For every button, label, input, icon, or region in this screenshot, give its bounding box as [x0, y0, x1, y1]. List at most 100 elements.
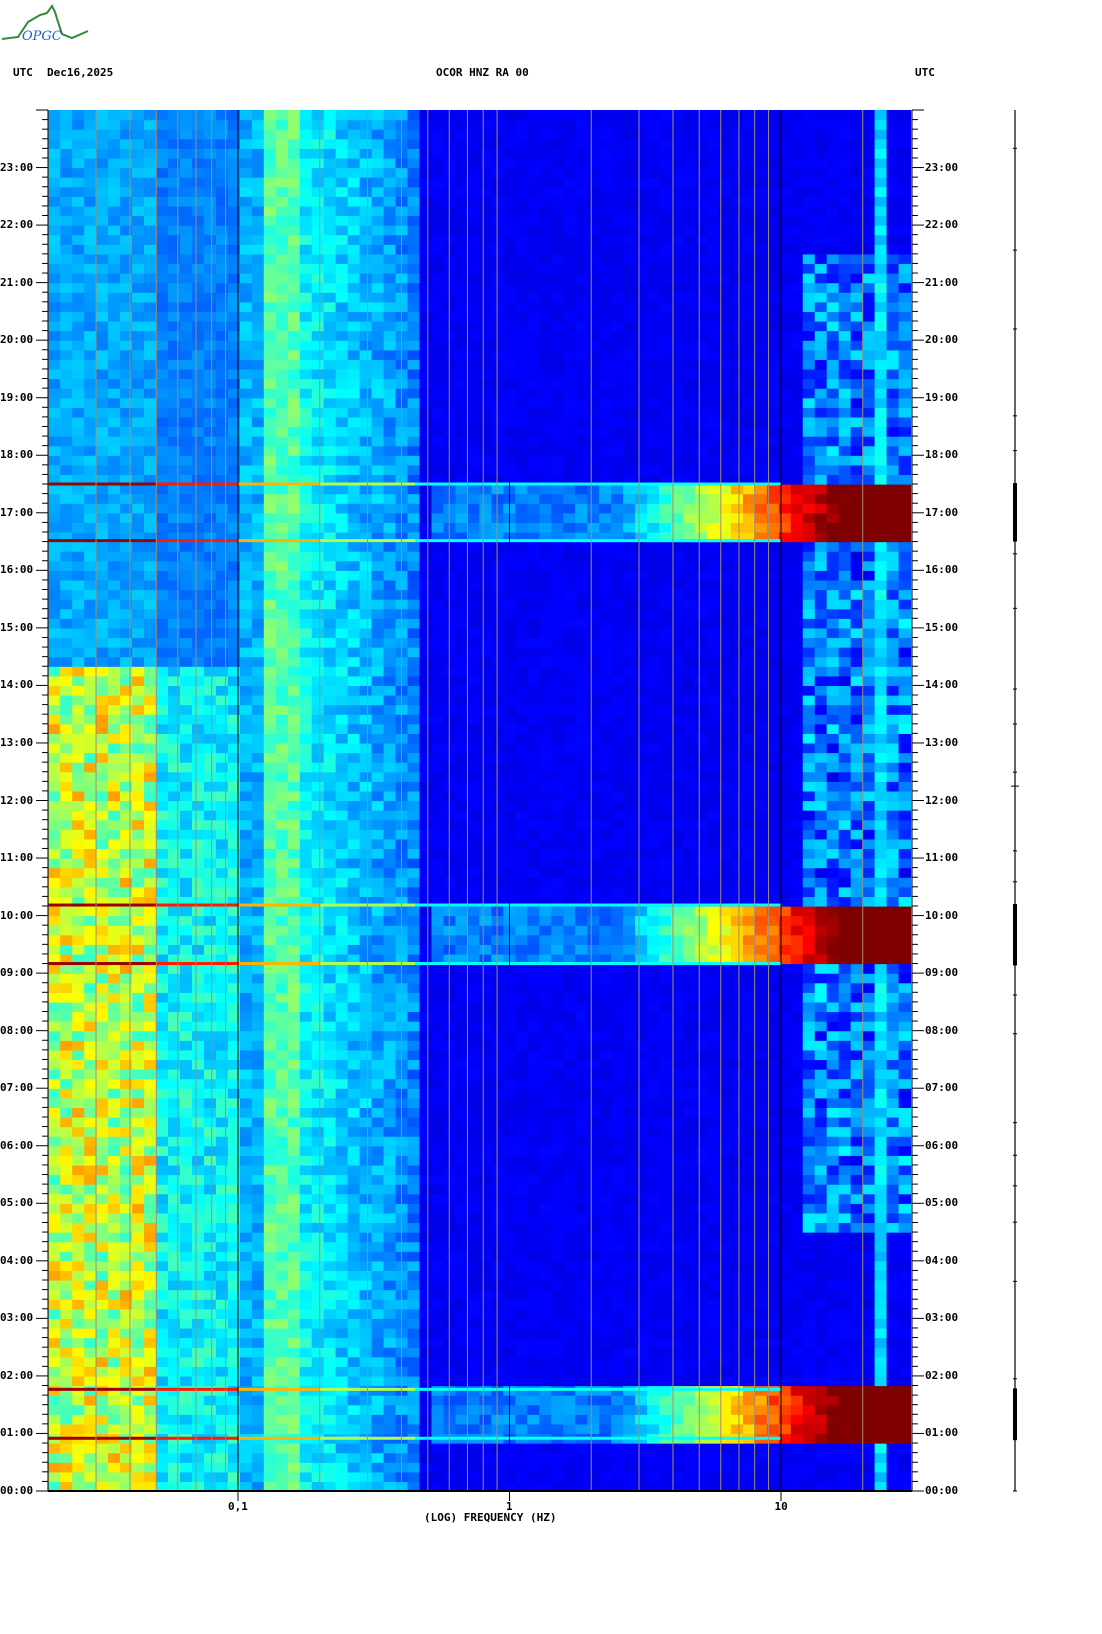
spectrogram-cell	[132, 1001, 145, 1013]
spectrogram-cell	[467, 982, 480, 993]
spectrogram-cell	[251, 877, 265, 888]
spectrogram-cell	[48, 1136, 61, 1147]
spectrogram-cell	[323, 1164, 337, 1176]
spectrogram-cell	[419, 858, 433, 869]
spectrogram-cell	[275, 1030, 289, 1041]
spectrogram-cell	[862, 1452, 876, 1463]
spectrogram-cell	[383, 1260, 397, 1272]
spectrogram-cell	[179, 1203, 193, 1214]
spectrogram-cell	[407, 925, 421, 936]
spectrogram-cell	[479, 1337, 492, 1348]
spectrogram-cell	[814, 1260, 828, 1272]
spectrogram-cell	[120, 1078, 133, 1089]
spectrogram-cell	[287, 1021, 301, 1032]
spectrogram-cell	[886, 1107, 900, 1118]
spectrogram-cell	[754, 829, 768, 840]
spectrogram-cell	[515, 1107, 528, 1118]
spectrogram-cell	[706, 1097, 720, 1108]
spectrogram-cell	[491, 963, 504, 974]
spectrogram-cell	[84, 1241, 97, 1252]
spectrogram-cell	[671, 925, 684, 936]
spectrogram-cell	[814, 1088, 828, 1099]
spectrogram-cell	[96, 1145, 109, 1156]
spectrogram-cell	[587, 1059, 600, 1070]
spectrogram-cell	[132, 1452, 145, 1463]
spectrogram-cell	[706, 1280, 720, 1291]
spectrogram-cell	[754, 1116, 768, 1128]
spectrogram-cell	[886, 1270, 900, 1281]
spectrogram-cell	[299, 1174, 313, 1185]
spectrogram-cell	[383, 915, 397, 926]
spectrogram-cell	[179, 1462, 193, 1473]
spectrogram-cell	[623, 1001, 636, 1013]
spectrogram-cell	[179, 877, 193, 888]
spectrogram-cell	[96, 1126, 109, 1137]
spectrogram-cell	[419, 838, 433, 850]
spectrogram-cell	[682, 1136, 696, 1147]
spectrogram-cell	[563, 877, 576, 888]
spectrogram-cell	[599, 934, 612, 945]
spectrogram-cell	[347, 1232, 361, 1243]
spectrogram-cell	[611, 1251, 624, 1262]
spectrogram-cell	[263, 1040, 277, 1051]
spectrogram-cell	[575, 1308, 588, 1319]
spectrogram-cell	[191, 1299, 205, 1310]
spectrogram-cell	[251, 1270, 265, 1281]
spectrogram-cell	[407, 1443, 421, 1454]
spectrogram-cell	[754, 1164, 768, 1176]
spectrogram-cell	[407, 1212, 421, 1224]
spectrogram-cell	[587, 1021, 600, 1032]
spectrogram-cell	[156, 829, 169, 840]
spectrogram-cell	[694, 1078, 708, 1089]
spectrogram-cell	[108, 1251, 121, 1262]
spectrogram-cell	[886, 896, 900, 907]
spectrogram-cell	[826, 1347, 840, 1358]
spectrogram-cell	[790, 1452, 804, 1463]
spectrogram-cell	[671, 877, 684, 888]
spectrogram-cell	[156, 1404, 169, 1415]
spectrogram-cell	[287, 1241, 301, 1252]
spectrogram-cell	[647, 925, 660, 936]
spectrogram-cell	[587, 1289, 600, 1300]
spectrogram-cell	[814, 1107, 828, 1118]
spectrogram-cell	[60, 1078, 73, 1089]
spectrogram-cell	[239, 1270, 253, 1281]
spectrogram-cell	[886, 1433, 900, 1444]
spectrogram-cell	[802, 1155, 816, 1166]
spectrogram-cell	[694, 1404, 708, 1415]
spectrogram-cell	[383, 1481, 397, 1492]
spectrogram-cell	[227, 1030, 241, 1041]
spectrogram-cell	[48, 1145, 61, 1156]
spectrogram-cell	[706, 1289, 720, 1300]
spectrogram-cell	[838, 1203, 852, 1214]
spectrogram-cell	[527, 1299, 540, 1310]
spectrogram-cell	[227, 1299, 241, 1310]
spectrogram-cell	[120, 838, 133, 850]
spectrogram-cell	[120, 1059, 133, 1070]
spectrogram-cell	[96, 877, 109, 888]
spectrogram-cell	[479, 915, 492, 926]
spectrogram-cell	[850, 1232, 864, 1243]
spectrogram-cell	[287, 1299, 301, 1310]
spectrogram-cell	[826, 1001, 840, 1013]
spectrogram-cell	[419, 1116, 433, 1128]
spectrogram-cell	[575, 1030, 588, 1041]
spectrogram-cell	[407, 1174, 421, 1185]
spectrogram-cell	[790, 1203, 804, 1214]
spectrogram-cell	[599, 838, 612, 850]
spectrogram-cell	[563, 1069, 576, 1080]
spectrogram-cell	[407, 982, 421, 993]
spectrogram-cell	[347, 1251, 361, 1262]
spectrogram-cell	[239, 1299, 253, 1310]
spectrogram-cell	[718, 1308, 732, 1319]
spectrogram-cell	[263, 1011, 277, 1022]
spectrogram-cell	[467, 1356, 480, 1367]
spectrogram-cell	[431, 1241, 445, 1252]
spectrogram-cell	[718, 1423, 732, 1435]
spectrogram-cell	[527, 1212, 540, 1224]
spectrogram-cell	[467, 944, 480, 955]
spectrogram-cell	[191, 1184, 205, 1195]
spectrogram-cell	[263, 992, 277, 1003]
spectrogram-cell	[239, 1471, 253, 1483]
spectrogram-cell	[635, 1395, 648, 1406]
